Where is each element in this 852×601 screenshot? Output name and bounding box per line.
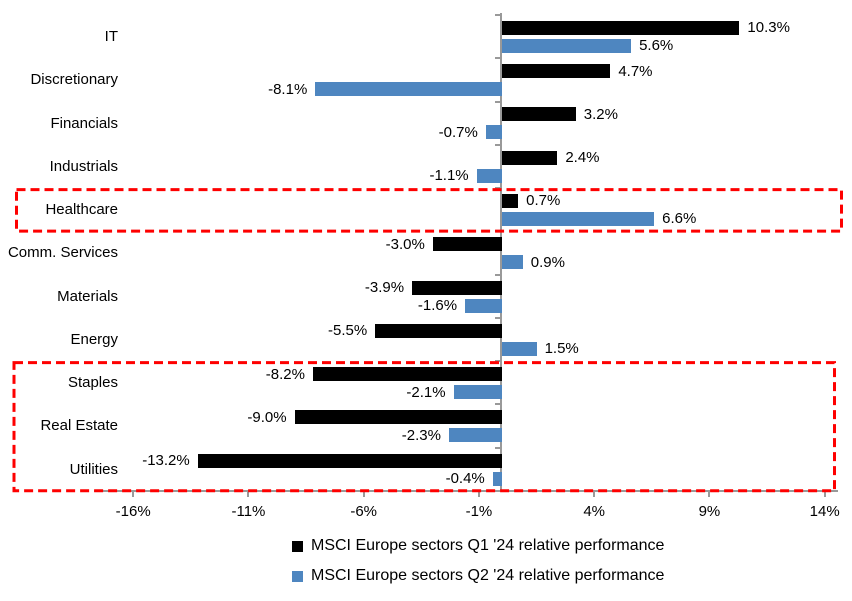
x-axis-tick (708, 491, 711, 497)
bar-q2 (502, 38, 632, 53)
y-axis-tick (495, 446, 500, 449)
bar-value-label: 1.5% (544, 340, 579, 358)
bar-value-label: -2.1% (406, 383, 446, 401)
y-axis-tick (495, 57, 500, 60)
x-axis-tick (362, 491, 365, 497)
legend-item-q2: MSCI Europe sectors Q2 '24 relative perf… (292, 566, 664, 586)
bar-q1 (312, 367, 502, 382)
bar-value-label: 2.4% (565, 149, 600, 167)
x-axis-tick-label: -16% (115, 503, 151, 520)
y-axis-tick (495, 100, 500, 103)
bar-value-label: -13.2% (142, 452, 190, 470)
bar-value-label: -2.3% (401, 426, 441, 444)
category-label: Healthcare (45, 201, 118, 219)
x-axis-tick (593, 491, 596, 497)
y-axis-tick (495, 230, 500, 233)
legend-swatch-q2-icon (292, 570, 303, 582)
x-axis-line (94, 490, 838, 492)
category-label: Industrials (49, 157, 118, 175)
x-axis-tick-label: 14% (809, 503, 840, 520)
bar-q2 (485, 125, 502, 140)
bar-value-label: -3.9% (364, 279, 405, 297)
category-label: Energy (70, 330, 118, 348)
x-axis-tick-label: -1% (465, 503, 493, 520)
category-label: Financials (50, 114, 118, 132)
bar-q1 (432, 237, 502, 252)
bar-q2 (465, 298, 502, 313)
y-axis-tick (495, 316, 500, 319)
bar-q1 (412, 280, 502, 295)
category-label: Real Estate (40, 417, 118, 435)
bar-value-label: -1.1% (429, 167, 469, 185)
bar-value-label: 6.6% (662, 210, 697, 228)
bar-q1 (502, 64, 611, 79)
bar-q1 (502, 20, 740, 35)
category-label: Discretionary (30, 71, 118, 89)
bar-value-label: -3.0% (385, 235, 425, 253)
bar-q1 (502, 150, 558, 165)
bar-q2 (502, 211, 655, 226)
y-axis-tick (495, 187, 500, 190)
legend-swatch-q1-icon (292, 540, 303, 552)
x-axis-tick-label: -11% (231, 503, 266, 520)
bar-value-label: -0.7% (438, 123, 478, 141)
bar-value-label: 3.2% (583, 105, 618, 123)
category-label: IT (104, 28, 118, 45)
x-axis-tick-label: 9% (698, 503, 721, 520)
y-axis-tick (495, 490, 500, 492)
bar-q1 (502, 107, 576, 122)
bar-q1 (502, 193, 519, 208)
bar-value-label: -0.4% (445, 470, 485, 488)
bar-value-label: 5.6% (639, 37, 674, 55)
bar-value-label: -9.0% (247, 408, 287, 426)
legend-item-q1: MSCI Europe sectors Q1 '24 relative perf… (292, 536, 664, 556)
category-label: Comm. Services (7, 244, 118, 262)
bar-value-label: -5.5% (328, 322, 368, 340)
bar-value-label: 4.7% (618, 62, 653, 80)
x-axis-tick (477, 491, 480, 497)
legend-label-q2: MSCI Europe sectors Q2 '24 relative perf… (311, 567, 665, 584)
legend-label-q1: MSCI Europe sectors Q1 '24 relative perf… (311, 537, 665, 554)
x-axis-tick (247, 491, 250, 497)
x-axis-tick-label: 4% (583, 503, 606, 520)
y-axis-tick (495, 403, 500, 406)
bar-q2 (502, 255, 523, 270)
x-axis-tick (132, 491, 135, 497)
category-label: Staples (67, 374, 118, 392)
bar-q1 (375, 323, 502, 338)
y-axis-tick (495, 143, 500, 146)
x-axis-tick (823, 491, 826, 497)
bar-q2 (502, 341, 537, 356)
y-axis-tick (495, 273, 500, 276)
bar-value-label: 0.9% (530, 253, 565, 271)
bar-value-label: 0.7% (526, 192, 561, 210)
x-axis-tick-label: -6% (350, 503, 378, 520)
bar-value-label: 10.3% (747, 19, 790, 37)
category-label: Materials (57, 287, 118, 305)
bar-value-label: -8.2% (265, 365, 305, 383)
bar-q2 (315, 82, 502, 97)
bar-q2 (492, 471, 502, 486)
bar-q2 (453, 385, 502, 400)
bar-q1 (197, 453, 502, 468)
bar-value-label: -1.6% (417, 297, 458, 315)
bar-q2 (448, 428, 502, 443)
bar-q1 (294, 410, 502, 425)
bar-q2 (476, 168, 502, 183)
y-axis-line (500, 13, 502, 491)
legend: MSCI Europe sectors Q1 '24 relative perf… (292, 536, 664, 596)
y-axis-tick (495, 360, 500, 363)
bar-value-label: -8.1% (268, 80, 308, 98)
y-axis-tick (495, 14, 500, 16)
